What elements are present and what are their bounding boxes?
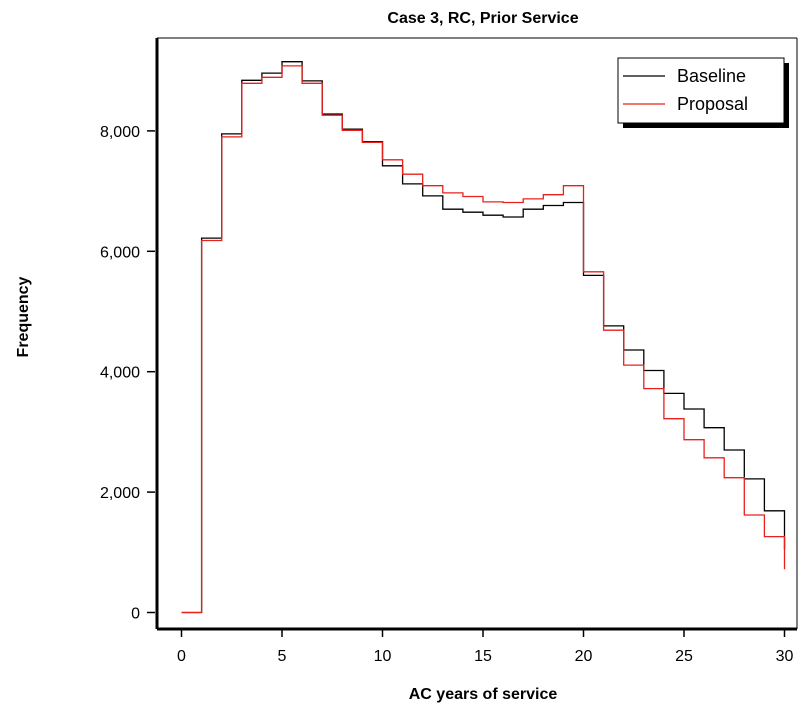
x-tick-label: 10	[374, 648, 392, 665]
x-tick-label: 5	[278, 648, 287, 665]
x-axis-label: AC years of service	[409, 686, 558, 703]
x-axis-ticks: 0 5 10 15 20 25 30	[177, 630, 794, 665]
legend-box	[617, 57, 785, 124]
y-tick-label: 0	[131, 606, 140, 623]
x-tick-label: 30	[776, 648, 794, 665]
y-tick-label: 4,000	[100, 365, 140, 382]
legend-label-proposal: Proposal	[677, 94, 748, 114]
y-tick-label: 8,000	[100, 124, 140, 141]
y-tick-label: 6,000	[100, 244, 140, 261]
y-tick-label: 2,000	[100, 485, 140, 502]
legend: Baseline Proposal	[617, 57, 789, 128]
plot-area	[155, 37, 798, 631]
series-line-proposal	[181, 65, 786, 614]
x-tick-label: 25	[675, 648, 693, 665]
y-axis-ticks: 0 2,000 4,000 6,000 8,000	[100, 124, 155, 623]
legend-label-baseline: Baseline	[677, 66, 746, 86]
chart-title: Case 3, RC, Prior Service	[387, 10, 578, 27]
series-layer	[181, 61, 786, 614]
series-line-baseline	[181, 61, 786, 614]
y-axis-label: Frequency	[15, 276, 32, 357]
x-tick-label: 20	[575, 648, 593, 665]
x-tick-label: 0	[177, 648, 186, 665]
x-tick-label: 15	[474, 648, 492, 665]
